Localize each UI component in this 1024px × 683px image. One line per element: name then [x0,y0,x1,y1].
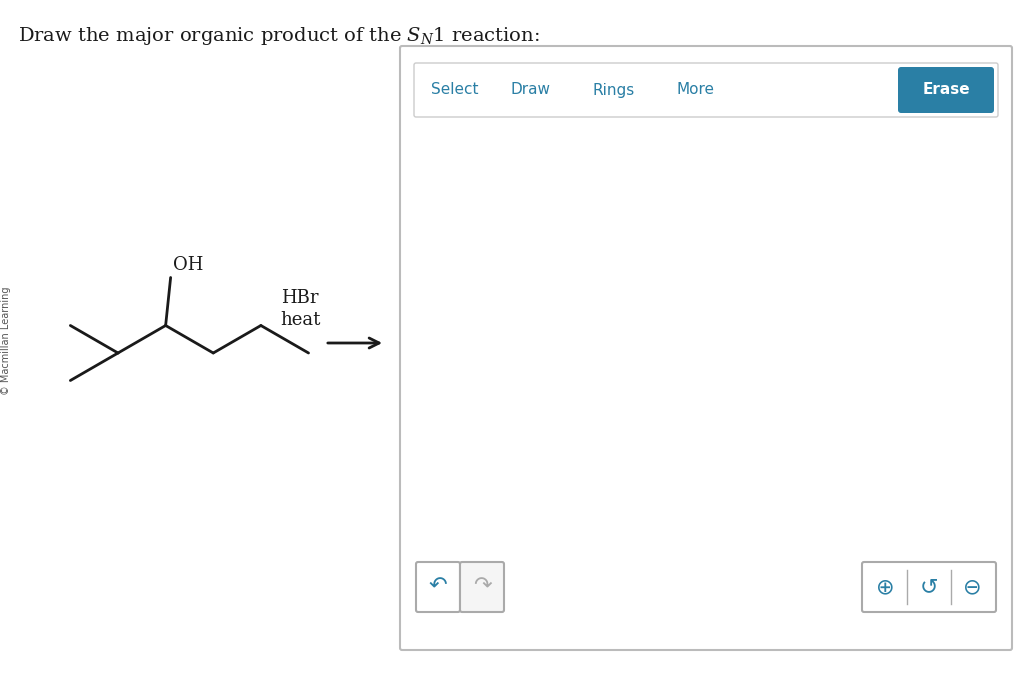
Text: HBr: HBr [282,289,318,307]
Text: Draw: Draw [510,83,550,98]
Text: OH: OH [173,255,203,273]
Text: More: More [676,83,714,98]
Text: ↷: ↷ [473,577,492,597]
Text: © Macmillan Learning: © Macmillan Learning [1,287,11,395]
Text: Select: Select [431,83,479,98]
Text: ↶: ↶ [429,577,447,597]
FancyBboxPatch shape [400,46,1012,650]
Text: ↺: ↺ [920,577,938,597]
Text: ⊕: ⊕ [877,577,895,597]
FancyBboxPatch shape [416,562,460,612]
FancyBboxPatch shape [414,63,998,117]
FancyBboxPatch shape [898,67,994,113]
Text: Draw the major organic product of the $S_N$1 reaction:: Draw the major organic product of the $S… [18,25,540,47]
FancyBboxPatch shape [862,562,996,612]
Text: Rings: Rings [593,83,635,98]
FancyBboxPatch shape [460,562,504,612]
Text: ⊖: ⊖ [963,577,982,597]
Text: Erase: Erase [923,83,970,98]
Text: heat: heat [280,311,321,329]
